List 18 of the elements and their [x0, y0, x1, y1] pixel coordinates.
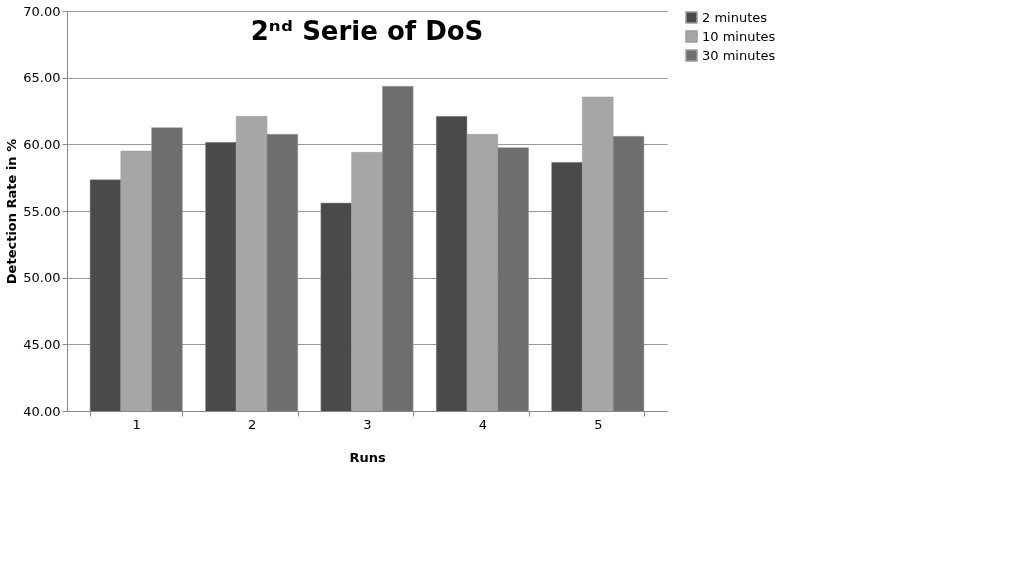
x-tick-label: 4: [478, 416, 488, 432]
x-tick-label: 2: [247, 416, 257, 432]
y-tick-label: 45.00: [23, 336, 61, 352]
y-tick-label: 50.00: [23, 270, 61, 286]
x-tick-label: 5: [594, 416, 603, 432]
y-tick-label: 65.00: [23, 70, 61, 86]
x-tick-label: 1: [132, 416, 141, 432]
y-axis-title: Detection Rate in %: [4, 138, 20, 285]
legend-label: 2 minutes: [702, 9, 768, 25]
legend-label: 10 minutes: [702, 28, 776, 44]
y-tick-label: 40.00: [23, 403, 61, 419]
x-axis-title: Runs: [349, 449, 386, 465]
chart-title: 2ⁿᵈ Serie of DoS: [250, 16, 484, 46]
legend-label: 30 minutes: [702, 47, 776, 63]
y-tick-label: 60.00: [23, 136, 61, 152]
y-tick-label: 70.00: [23, 3, 61, 19]
x-tick-label: 3: [363, 416, 372, 432]
y-tick-label: 55.00: [23, 203, 61, 219]
